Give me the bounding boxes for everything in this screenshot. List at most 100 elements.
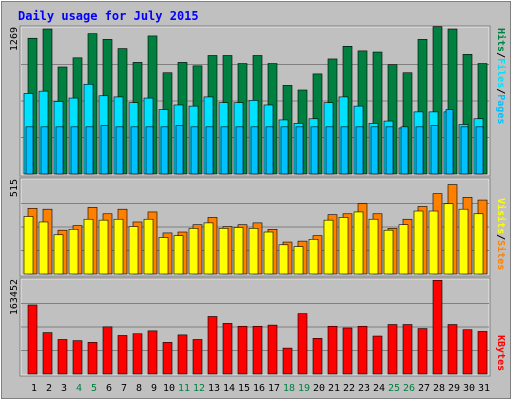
bar-visits-day-13	[203, 222, 214, 275]
day-label-5: 5	[91, 383, 97, 394]
legend-hits-files-pages-part-1: /	[495, 52, 506, 58]
bar-kbytes-day-4	[72, 340, 83, 375]
bar-kbytes-day-24	[372, 335, 383, 375]
bar-kbytes-day-19	[297, 313, 308, 375]
bar-kbytes-day-15	[237, 325, 248, 375]
day-label-18: 18	[283, 383, 295, 394]
day-label-4: 4	[76, 383, 82, 394]
bar-kbytes-day-14	[222, 323, 233, 375]
day-label-20: 20	[313, 383, 325, 394]
day-label-10: 10	[163, 383, 175, 394]
day-label-9: 9	[151, 383, 157, 394]
day-label-22: 22	[343, 383, 355, 394]
bar-pages-day-19	[295, 126, 304, 175]
chart-title: Daily usage for July 2015	[18, 9, 199, 23]
bar-visits-day-8	[128, 226, 139, 275]
bar-pages-day-18	[280, 126, 289, 175]
day-label-2: 2	[46, 383, 52, 394]
legend-hits-files-pages-part-4: Pages	[495, 94, 506, 124]
bar-visits-day-27	[413, 210, 424, 275]
day-label-21: 21	[328, 383, 340, 394]
x-day-labels: 1 2 3 4 5 6 7 8 9 10 11 12 13 14 15 16 17 18 19 20 21 22 23 24 2…	[31, 383, 490, 394]
bar-kbytes-day-12	[192, 339, 203, 375]
legend-sites-visits-part-0: Visits	[495, 198, 507, 234]
bar-kbytes-day-18	[282, 347, 293, 375]
day-label-26: 26	[403, 383, 415, 394]
bars	[23, 26, 488, 375]
bar-visits-day-16	[248, 228, 259, 275]
bar-kbytes-day-21	[327, 325, 338, 375]
bar-pages-day-3	[55, 126, 64, 175]
day-label-17: 17	[268, 383, 280, 394]
bar-pages-day-5	[85, 126, 94, 175]
bar-visits-day-10	[158, 237, 169, 275]
legend-hits-files-pages-part-0: Hits	[495, 28, 507, 52]
bar-visits-day-26	[398, 224, 409, 275]
bar-kbytes-day-31	[477, 331, 488, 375]
bar-visits-day-14	[218, 228, 229, 275]
bar-visits-day-5	[83, 218, 94, 275]
legend-kbytes: KBytes	[495, 335, 506, 371]
day-label-15: 15	[238, 383, 250, 394]
legend-sites-visits-part-1: /	[495, 234, 506, 240]
bar-visits-day-31	[473, 213, 484, 275]
bar-visits-day-17	[263, 231, 274, 275]
bar-kbytes-day-17	[267, 324, 278, 375]
bar-visits-day-15	[233, 227, 244, 275]
day-label-19: 19	[298, 383, 310, 394]
bar-kbytes-day-30	[462, 329, 473, 375]
bar-kbytes-day-13	[207, 316, 218, 375]
bar-visits-day-7	[113, 218, 124, 275]
bar-pages-day-31	[475, 126, 484, 175]
bar-pages-day-28	[430, 125, 439, 175]
bar-pages-day-2	[40, 126, 49, 175]
bar-pages-day-11	[175, 125, 184, 175]
bar-pages-day-23	[355, 126, 364, 175]
bar-pages-day-15	[235, 126, 244, 175]
bar-kbytes-day-27	[417, 328, 428, 375]
bar-pages-day-16	[250, 126, 259, 175]
bar-pages-day-26	[400, 126, 409, 175]
day-label-29: 29	[448, 383, 460, 394]
bar-kbytes-day-6	[102, 326, 113, 375]
bar-kbytes-day-29	[447, 324, 458, 375]
y-max-label-bottom: 163452	[9, 279, 20, 315]
bar-visits-day-19	[293, 246, 304, 275]
bar-kbytes-day-25	[387, 324, 398, 375]
bar-kbytes-day-11	[177, 334, 188, 375]
bar-kbytes-day-22	[342, 327, 353, 375]
bar-visits-day-22	[338, 217, 349, 275]
bar-pages-day-17	[265, 126, 274, 175]
bar-pages-day-20	[310, 126, 319, 175]
bar-visits-day-21	[323, 219, 334, 275]
day-label-28: 28	[433, 383, 445, 394]
legend-sites-visits: Visits/Sites	[495, 198, 507, 270]
bar-visits-day-23	[353, 211, 364, 275]
bar-visits-day-29	[443, 203, 454, 275]
bar-kbytes-day-16	[252, 325, 263, 375]
bar-kbytes-day-5	[87, 342, 98, 375]
day-label-3: 3	[61, 383, 67, 394]
bar-visits-day-6	[98, 219, 109, 275]
bar-kbytes-day-23	[357, 325, 368, 375]
day-label-31: 31	[478, 383, 490, 394]
legend-kbytes-part-0: KBytes	[495, 335, 506, 371]
bar-visits-day-1	[23, 216, 34, 275]
day-label-14: 14	[223, 383, 235, 394]
day-label-1: 1	[31, 383, 37, 394]
bar-visits-day-12	[188, 228, 199, 275]
day-label-13: 13	[208, 383, 220, 394]
bar-pages-day-22	[340, 126, 349, 175]
bar-visits-day-28	[428, 210, 439, 275]
bar-kbytes-day-26	[402, 324, 413, 375]
legend-hits-files-pages-part-2: Files	[495, 58, 507, 88]
bar-pages-day-9	[145, 126, 154, 175]
y-max-label-middle: 515	[9, 179, 20, 197]
day-label-11: 11	[178, 383, 190, 394]
bar-pages-day-7	[115, 126, 124, 175]
bar-kbytes-day-20	[312, 338, 323, 375]
bar-visits-day-30	[458, 208, 469, 275]
y-max-labels: 1269 515 163452	[9, 27, 20, 315]
